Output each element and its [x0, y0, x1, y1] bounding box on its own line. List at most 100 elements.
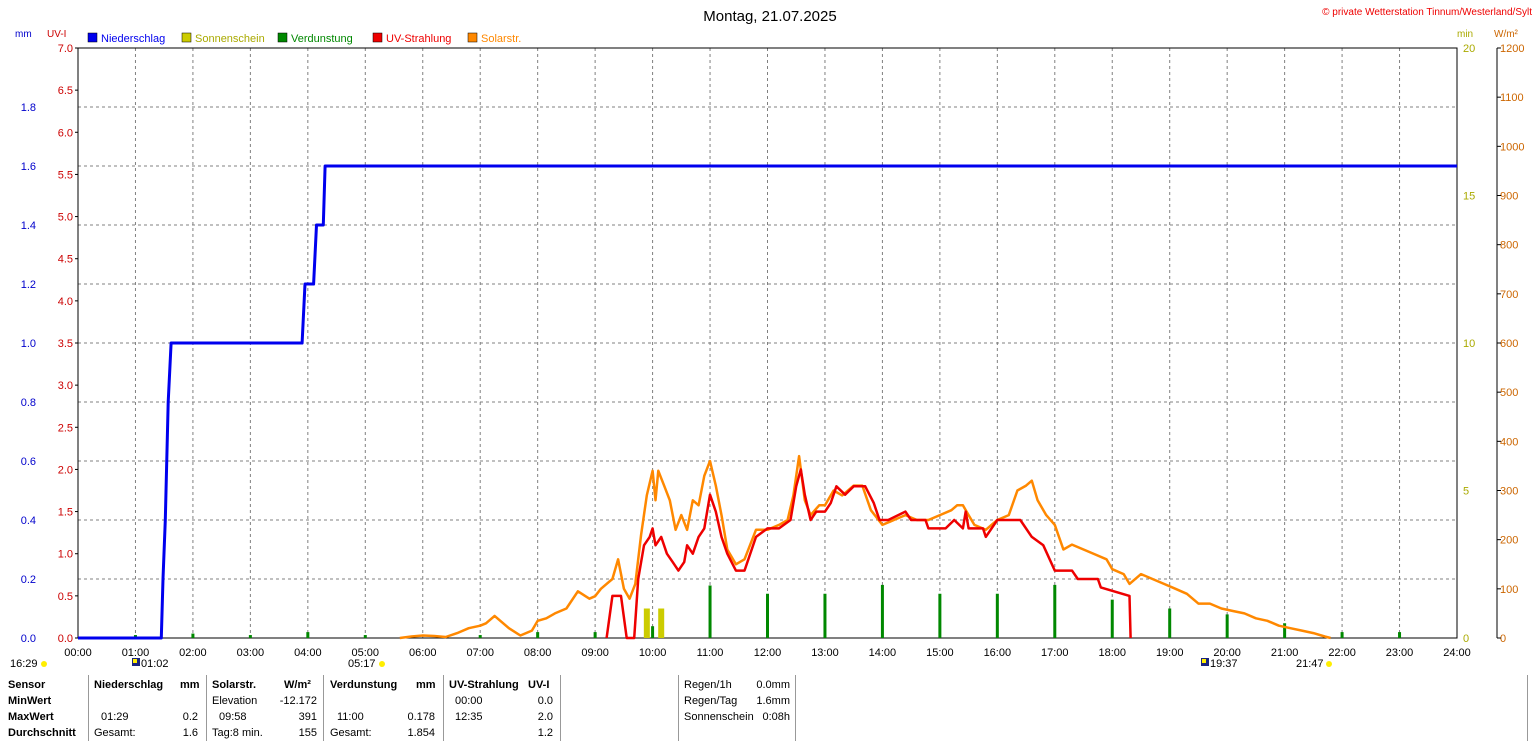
x-tick-label: 04:00 — [294, 647, 322, 659]
sunrise-icon — [379, 661, 385, 667]
y-tick-label-wm2: 1000 — [1500, 141, 1524, 153]
y-tick-label-wm2: 1200 — [1500, 43, 1524, 55]
stats-divider — [678, 675, 679, 741]
x-tick-label: 12:00 — [754, 647, 782, 659]
x-tick-label: 00:00 — [64, 647, 92, 659]
y-tick-label-uv: 3.5 — [58, 338, 73, 350]
y-tick-label-uv: 4.0 — [58, 296, 73, 308]
y-tick-label-uv: 6.0 — [58, 127, 73, 139]
summary-regentag-label: Regen/Tag — [684, 695, 738, 707]
x-tick-label: 21:00 — [1271, 647, 1299, 659]
legend-label: Niederschlag — [101, 33, 165, 45]
summary-regentag-value: 1.6mm — [756, 695, 790, 707]
legend-label: UV-Strahlung — [386, 33, 451, 45]
moonrise-icon-accent — [133, 659, 137, 663]
legend-swatch — [87, 32, 98, 43]
y-tick-label-wm2: 700 — [1500, 289, 1518, 301]
evaporation-bar — [1398, 632, 1402, 638]
solar-line — [399, 454, 1331, 640]
x-tick-label: 03:00 — [237, 647, 265, 659]
header-verdunstung-unit: mm — [416, 679, 436, 691]
y-tick-label-wm2: 0 — [1500, 633, 1506, 645]
stats-divider — [1527, 675, 1528, 741]
y-tick-label-uv: 4.5 — [58, 254, 73, 266]
legend-label: Verdunstung — [291, 33, 353, 45]
x-tick-label: 13:00 — [811, 647, 839, 659]
y-tick-label-mm: 0.6 — [21, 456, 36, 468]
y-tick-label-mm: 1.4 — [21, 220, 36, 232]
stats-divider — [795, 675, 796, 741]
x-tick-label: 10:00 — [639, 647, 667, 659]
y-tick-label-wm2: 1100 — [1500, 92, 1524, 104]
legend-swatch — [277, 32, 288, 43]
solar-max-time: 09:58 — [219, 711, 247, 723]
x-tick-label: 24:00 — [1443, 647, 1471, 659]
evaporation-bar — [651, 626, 655, 638]
sunshine-bar — [643, 608, 650, 638]
rain-line — [78, 164, 1457, 640]
x-tick-label: 06:00 — [409, 647, 437, 659]
chart-title: Montag, 21.07.2025 — [703, 8, 836, 25]
y-tick-label-uv: 5.5 — [58, 169, 73, 181]
solar-tag-label: Tag:8 min. — [212, 727, 263, 739]
stats-divider — [560, 675, 561, 741]
niederschlag-total-label: Gesamt: — [94, 727, 136, 739]
x-tick-label: 15:00 — [926, 647, 954, 659]
y-tick-label-mm: 1.8 — [21, 102, 36, 114]
y-tick-label-mm: 0.4 — [21, 515, 36, 527]
evaporation-bar — [593, 632, 597, 638]
y-tick-label-mm: 0.2 — [21, 574, 36, 586]
evaporation-bar — [766, 593, 769, 638]
header-uv: UV-Strahlung — [449, 679, 519, 691]
y-tick-label-min: 0 — [1463, 633, 1469, 645]
header-verdunstung: Verdunstung — [330, 679, 398, 691]
legend-label: Solarstr. — [481, 33, 521, 45]
y-tick-label-wm2: 500 — [1500, 387, 1518, 399]
niederschlag-max-time: 01:29 — [101, 711, 129, 723]
sunset-icon — [1326, 661, 1332, 667]
niederschlag-total-value: 1.6 — [182, 727, 198, 739]
uv-line — [605, 468, 1132, 640]
evaporation-bar — [248, 635, 252, 638]
y-tick-label-wm2: 900 — [1500, 191, 1518, 203]
legend-swatch — [181, 32, 192, 43]
left-time-label: 16:29 — [10, 658, 38, 670]
stats-divider — [323, 675, 324, 741]
y-tick-label-wm2: 300 — [1500, 486, 1518, 498]
verdunstung-max-time: 11:00 — [337, 711, 364, 723]
evaporation-bar — [478, 635, 482, 638]
evaporation-bar — [306, 632, 310, 638]
summary-regen1h-label: Regen/1h — [684, 679, 732, 691]
evaporation-bar — [363, 635, 367, 638]
stats-divider — [88, 675, 89, 741]
evaporation-bar — [823, 593, 827, 638]
evaporation-bar — [1053, 584, 1057, 638]
evaporation-bar — [938, 593, 942, 638]
row-label-avg: Durchschnitt — [8, 727, 76, 739]
y-tick-label-uv: 6.5 — [58, 85, 73, 97]
sunshine-bar — [658, 608, 665, 638]
evaporation-bar — [1110, 599, 1114, 638]
x-tick-label: 23:00 — [1386, 647, 1414, 659]
header-niederschlag: Niederschlag — [94, 679, 164, 691]
uv-avg-value: 1.2 — [537, 727, 553, 739]
y-tick-label-mm: 1.6 — [21, 161, 36, 173]
x-tick-label: 09:00 — [581, 647, 609, 659]
evaporation-bar — [536, 632, 540, 638]
solar-elevation-label: Elevation — [212, 695, 258, 707]
stats-table: Sensor Niederschlag mm Solarstr. W/m² Ve… — [0, 675, 1536, 741]
y-tick-label-mm: 0.0 — [21, 633, 36, 645]
niederschlag-max-value: 0.2 — [182, 711, 198, 723]
moonset-label: 19:37 — [1210, 658, 1238, 670]
uv-max-time: 12:35 — [455, 711, 483, 723]
header-solar: Solarstr. — [212, 679, 257, 691]
chart-grid — [78, 47, 1457, 638]
evaporation-bar — [880, 584, 884, 638]
moonrise-label: 01:02 — [141, 658, 169, 670]
sun-moon-row: 16:29 01:02 05:17 19:37 21:47 — [10, 658, 1332, 670]
y-tick-label-uv: 0.0 — [58, 633, 73, 645]
x-tick-label: 20:00 — [1213, 647, 1241, 659]
y-tick-label-mm: 0.8 — [21, 397, 36, 409]
legend-label: Sonnenschein — [195, 33, 265, 45]
evaporation-bar — [1168, 608, 1172, 638]
